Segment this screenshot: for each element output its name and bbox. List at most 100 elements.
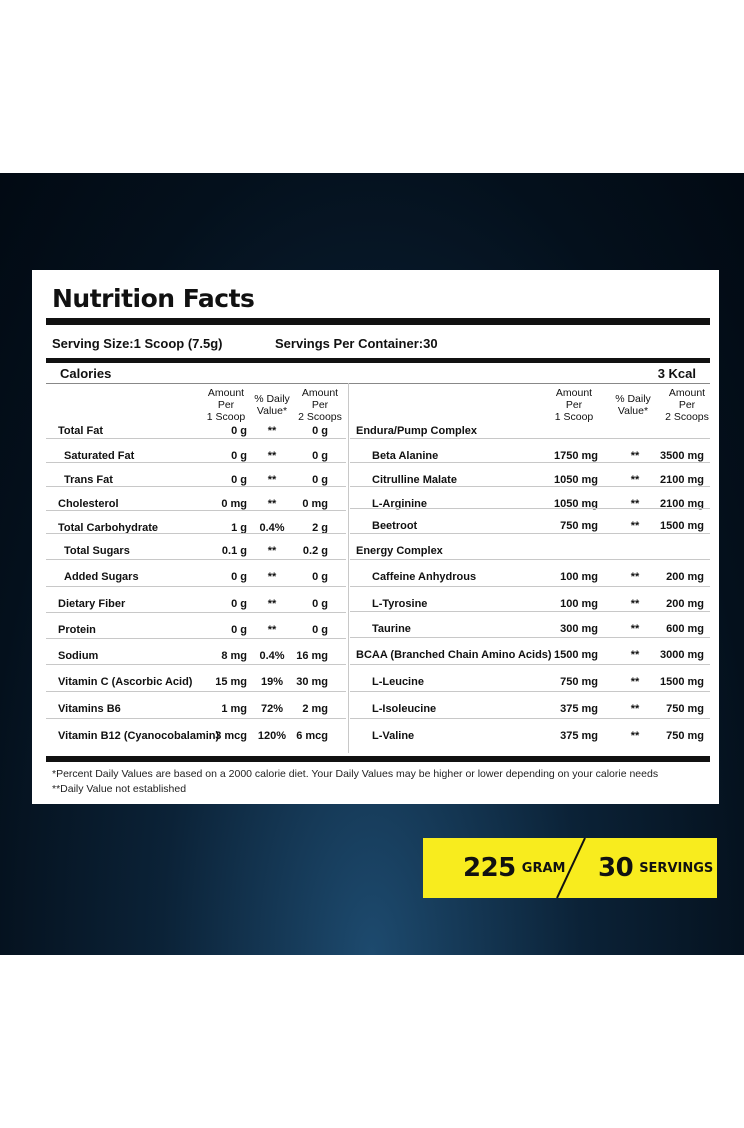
amount-1-scoop: 1750 mg	[553, 450, 598, 462]
amount-1-scoop: 0 g	[231, 598, 247, 610]
amount-1-scoop: 0 g	[231, 624, 247, 636]
table-row: Added Sugars 0 g ** 0 g	[32, 563, 352, 587]
thick-divider	[46, 318, 710, 325]
daily-value: **	[630, 703, 640, 715]
daily-value: **	[630, 474, 640, 486]
row-divider	[350, 611, 710, 612]
nutrition-facts-title: Nutrition Facts	[52, 284, 255, 313]
amount-2-scoops: 1500 mg	[659, 676, 704, 688]
daily-value: **	[267, 474, 277, 486]
row-divider	[350, 637, 710, 638]
servings-unit: SERVINGS	[639, 860, 714, 876]
amount-1-scoop: 0 mg	[221, 498, 247, 510]
ingredient-name: Endura/Pump Complex	[356, 425, 478, 437]
ingredient-name: Beta Alanine	[372, 450, 439, 462]
row-divider	[46, 691, 346, 692]
nutrient-name: Dietary Fiber	[58, 598, 126, 610]
table-row: L-Isoleucine 375 mg ** 750 mg	[350, 695, 720, 719]
amount-1-scoop: 0 g	[231, 571, 247, 583]
nutrition-facts-panel: Nutrition Facts Serving Size:1 Scoop (7.…	[32, 270, 719, 804]
ingredient-name: Caffeine Anhydrous	[372, 571, 477, 583]
row-divider	[350, 438, 710, 439]
daily-value: **	[267, 598, 277, 610]
table-row: Vitamin C (Ascorbic Acid) 15 mg 19% 30 mg	[32, 668, 352, 692]
ingredient-name: Taurine	[372, 623, 411, 635]
amount-2-scoops: 0 g	[312, 450, 328, 462]
daily-value: 72%	[260, 703, 284, 715]
daily-value: **	[630, 623, 640, 635]
calories-value: 3 Kcal	[657, 366, 696, 381]
serving-size: Serving Size:1 Scoop (7.5g)	[52, 336, 223, 351]
amount-2-scoops: 30 mg	[296, 676, 328, 688]
row-divider	[350, 508, 710, 509]
column-divider	[348, 383, 349, 753]
amount-1-scoop: 1500 mg	[553, 649, 598, 661]
row-divider	[46, 559, 346, 560]
ingredient-name: BCAA (Branched Chain Amino Acids)	[356, 649, 552, 661]
amount-1-scoop: 300 mg	[560, 623, 598, 635]
row-divider	[350, 691, 710, 692]
table-row: Caffeine Anhydrous 100 mg ** 200 mg	[350, 563, 720, 587]
daily-value: **	[630, 571, 640, 583]
header-amount-2-scoops: Amount Per 2 Scoops	[665, 387, 709, 423]
row-divider	[46, 533, 346, 534]
ingredient-name: Citrulline Malate	[372, 474, 457, 486]
row-divider	[350, 533, 710, 534]
table-row: Beetroot 750 mg ** 1500 mg	[350, 512, 720, 536]
ingredient-name: L-Isoleucine	[372, 703, 437, 715]
daily-value: **	[630, 649, 640, 661]
amount-2-scoops: 0 g	[312, 425, 328, 437]
amount-1-scoop: 0 g	[231, 425, 247, 437]
amount-2-scoops: 0 g	[312, 598, 328, 610]
daily-value: **	[630, 498, 640, 510]
table-row: Vitamins B6 1 mg 72% 2 mg	[32, 695, 352, 719]
amount-2-scoops: 0.2 g	[302, 545, 328, 557]
table-row: Endura/Pump Complex	[350, 417, 720, 441]
row-divider	[350, 586, 710, 587]
table-row: Total Fat 0 g ** 0 g	[32, 417, 352, 441]
amount-1-scoop: 100 mg	[560, 598, 598, 610]
daily-value: **	[630, 520, 640, 532]
weight-number: 225	[463, 853, 516, 883]
daily-value: **	[630, 598, 640, 610]
amount-2-scoops: 600 mg	[666, 623, 704, 635]
amount-2-scoops: 200 mg	[666, 598, 704, 610]
row-divider	[350, 718, 710, 719]
amount-2-scoops: 3500 mg	[659, 450, 704, 462]
daily-value: 19%	[260, 676, 284, 688]
servings-per-container: Servings Per Container:30	[275, 336, 438, 351]
amount-2-scoops: 2 g	[312, 522, 328, 534]
amount-2-scoops: 1500 mg	[659, 520, 704, 532]
ingredient-name: L-Valine	[372, 730, 415, 742]
amount-1-scoop: 1050 mg	[553, 474, 598, 486]
amount-2-scoops: 200 mg	[666, 571, 704, 583]
badge-shape	[423, 838, 717, 898]
nutrient-name: Total Fat	[58, 425, 104, 437]
table-row: L-Leucine 750 mg ** 1500 mg	[350, 668, 720, 692]
table-row: L-Valine 375 mg ** 750 mg	[350, 722, 720, 746]
table-row: Dietary Fiber 0 g ** 0 g	[32, 590, 352, 614]
thick-divider	[46, 756, 710, 762]
amount-2-scoops: 750 mg	[666, 730, 704, 742]
nutrient-name: Vitamins B6	[58, 703, 121, 715]
footnote-not-established: **Daily Value not established	[52, 783, 187, 795]
row-divider	[350, 486, 710, 487]
table-row: L-Arginine 1050 mg ** 2100 mg	[350, 490, 720, 514]
servings-number: 30	[598, 853, 634, 883]
row-divider	[350, 559, 710, 560]
weight-label: 225 GRAM	[463, 838, 565, 898]
daily-value: **	[630, 450, 640, 462]
amount-1-scoop: 750 mg	[560, 676, 598, 688]
nutrient-name: Total Sugars	[64, 545, 130, 557]
nutrient-name: Total Carbohydrate	[58, 522, 159, 534]
table-row: Total Sugars 0.1 g ** 0.2 g	[32, 537, 352, 561]
daily-value: 0.4%	[259, 650, 285, 662]
header-amount-2-scoops: Amount Per 2 Scoops	[298, 387, 342, 423]
row-divider	[46, 664, 346, 665]
amount-1-scoop: 0 g	[231, 450, 247, 462]
row-divider	[46, 510, 346, 511]
amount-2-scoops: 2100 mg	[659, 474, 704, 486]
amount-1-scoop: 3 mcg	[215, 730, 247, 742]
table-row: Citrulline Malate 1050 mg ** 2100 mg	[350, 466, 720, 490]
amount-2-scoops: 0 g	[312, 571, 328, 583]
